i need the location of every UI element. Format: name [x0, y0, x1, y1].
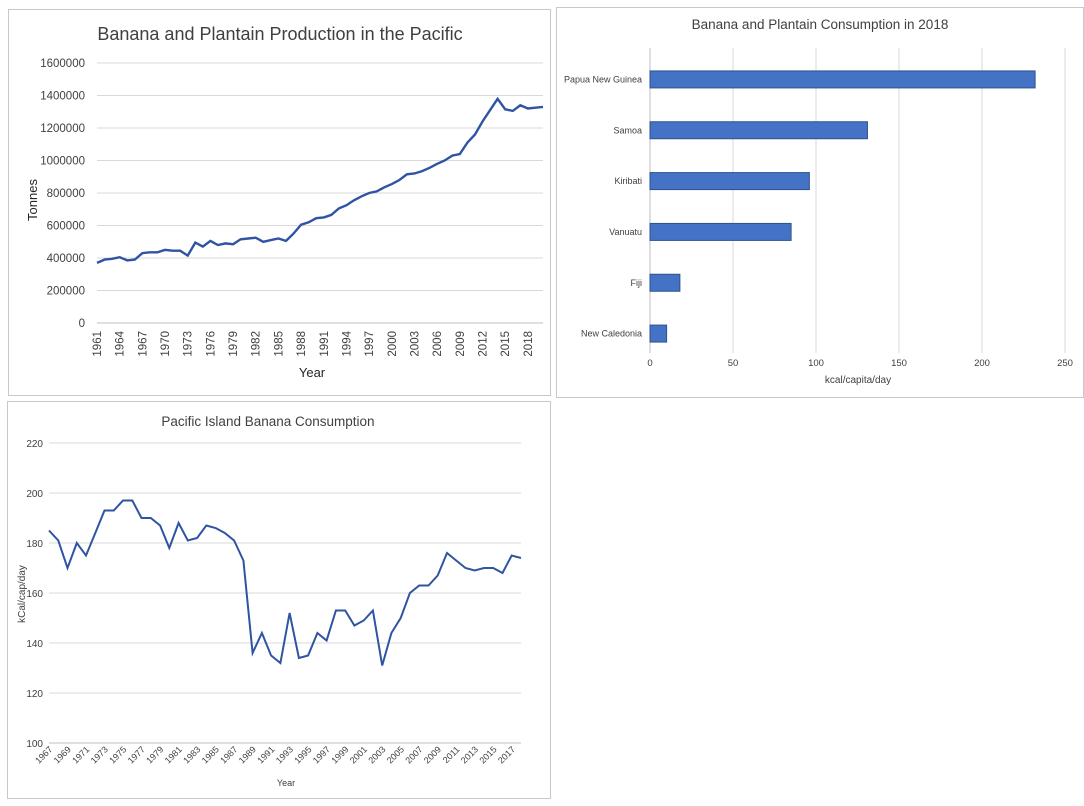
x-tick-label: 1993	[274, 744, 295, 765]
x-tick-label: 2012	[478, 331, 490, 357]
x-tick-label: 1967	[137, 331, 149, 357]
x-tick-label: 1987	[218, 744, 239, 765]
x-tick-label: 1988	[296, 331, 308, 357]
x-tick-label: 2009	[455, 331, 467, 357]
x-tick-label: 2003	[409, 331, 421, 357]
production-line-chart: Banana and Plantain Production in the Pa…	[25, 24, 544, 380]
island-consumption-line-chart: Pacific Island Banana Consumption 100 120…	[17, 414, 522, 788]
y-tick-label: 140	[26, 639, 43, 650]
x-tick-label: 2006	[432, 331, 444, 357]
x-tick-label: 250	[1057, 358, 1073, 369]
x-tick-label: 100	[808, 358, 824, 369]
x-tick-label: 2018	[523, 331, 535, 357]
category-label: New Caledonia	[581, 329, 642, 339]
y-tick-label: 180	[26, 539, 43, 550]
production-chart-panel: Banana and Plantain Production in the Pa…	[8, 9, 551, 396]
x-tick-label: 1997	[364, 331, 376, 357]
x-tick-label: 200	[974, 358, 990, 369]
x-axis-title: Year	[277, 778, 295, 788]
y-tick-label: 200	[26, 489, 43, 500]
x-tick-label: 1976	[205, 331, 217, 357]
y-tick-label: 800000	[47, 188, 85, 200]
bar	[649, 172, 810, 191]
bar	[649, 121, 868, 140]
x-tick-label: 1991	[319, 331, 331, 357]
y-tick-label: 100	[26, 739, 43, 750]
y-tick-label: 400000	[47, 253, 85, 265]
x-tick-label: 1970	[160, 331, 172, 357]
y-tick-label: 600000	[47, 221, 85, 233]
category-label: Kiribati	[614, 176, 642, 186]
y-tick-label: 1200000	[40, 123, 85, 135]
x-tick-label: 50	[728, 358, 739, 369]
chart-title: Pacific Island Banana Consumption	[161, 414, 374, 429]
island-consumption-series-line	[48, 499, 522, 666]
y-tick-label: 1400000	[40, 91, 85, 103]
x-tick-label: 1977	[126, 744, 147, 765]
x-tick-label: 1973	[89, 744, 110, 765]
consumption-2018-bar-chart: Banana and Plantain Consumption in 2018 …	[564, 17, 1073, 386]
production-series-line	[96, 96, 544, 265]
category-label: Vanuatu	[609, 227, 642, 237]
x-tick-label: 2001	[348, 744, 369, 765]
x-tick-label: 2011	[441, 744, 462, 765]
x-tick-label: 1985	[200, 744, 221, 765]
x-tick-label: 2017	[496, 744, 517, 765]
y-tick-label: 220	[26, 439, 43, 450]
y-axis-title: kCal/cap/day	[17, 565, 28, 623]
x-axis-title: kcal/capita/day	[825, 375, 891, 386]
x-tick-label: 2000	[387, 331, 399, 357]
x-tick-label: 2015	[477, 744, 498, 765]
x-tick-label: 1973	[183, 331, 195, 357]
x-tick-label: 1994	[341, 330, 353, 356]
y-tick-label: 120	[26, 689, 43, 700]
island-consumption-chart-panel: Pacific Island Banana Consumption 100 120…	[7, 401, 551, 799]
bar	[649, 222, 792, 241]
x-tick-label: 2007	[403, 744, 424, 765]
x-tick-label: 150	[891, 358, 907, 369]
x-tick-label: 1997	[311, 744, 332, 765]
category-label: Samoa	[613, 125, 642, 135]
x-tick-label: 2003	[366, 744, 387, 765]
chart-title: Banana and Plantain Production in the Pa…	[97, 24, 462, 44]
x-tick-label: 1961	[92, 331, 104, 357]
x-tick-label: 1985	[273, 331, 285, 357]
x-tick-label: 0	[647, 358, 652, 369]
x-tick-label: 1983	[181, 744, 202, 765]
y-tick-label: 200000	[47, 286, 85, 298]
x-tick-label: 1991	[255, 744, 276, 765]
x-tick-label: 1969	[52, 744, 73, 765]
y-tick-label: 1600000	[40, 58, 85, 70]
category-label: Papua New Guinea	[564, 74, 642, 84]
x-tick-label: 2009	[422, 744, 443, 765]
x-tick-label: 1995	[292, 744, 313, 765]
x-tick-label: 2005	[385, 744, 406, 765]
y-tick-label: 160	[26, 589, 43, 600]
x-axis-title: Year	[299, 365, 326, 380]
x-tick-label: 2015	[500, 331, 512, 357]
x-tick-label: 1982	[251, 331, 263, 357]
x-tick-label: 1989	[237, 744, 258, 765]
x-tick-label: 1975	[107, 744, 128, 765]
bar	[649, 324, 668, 343]
x-tick-label: 1999	[329, 744, 350, 765]
bar	[649, 70, 1036, 89]
x-tick-label: 2013	[459, 744, 480, 765]
x-tick-label: 1981	[163, 744, 184, 765]
x-tick-label: 1964	[115, 330, 127, 356]
category-label: Fiji	[631, 278, 643, 288]
chart-title: Banana and Plantain Consumption in 2018	[692, 17, 949, 32]
x-tick-label: 1979	[144, 744, 165, 765]
x-tick-label: 1971	[70, 744, 91, 765]
bar	[649, 273, 681, 292]
consumption-2018-chart-panel: Banana and Plantain Consumption in 2018 …	[556, 7, 1084, 398]
y-axis-title: Tonnes	[25, 179, 40, 221]
x-tick-label: 1979	[228, 331, 240, 357]
y-tick-label: 0	[79, 318, 85, 330]
y-tick-label: 1000000	[40, 156, 85, 168]
